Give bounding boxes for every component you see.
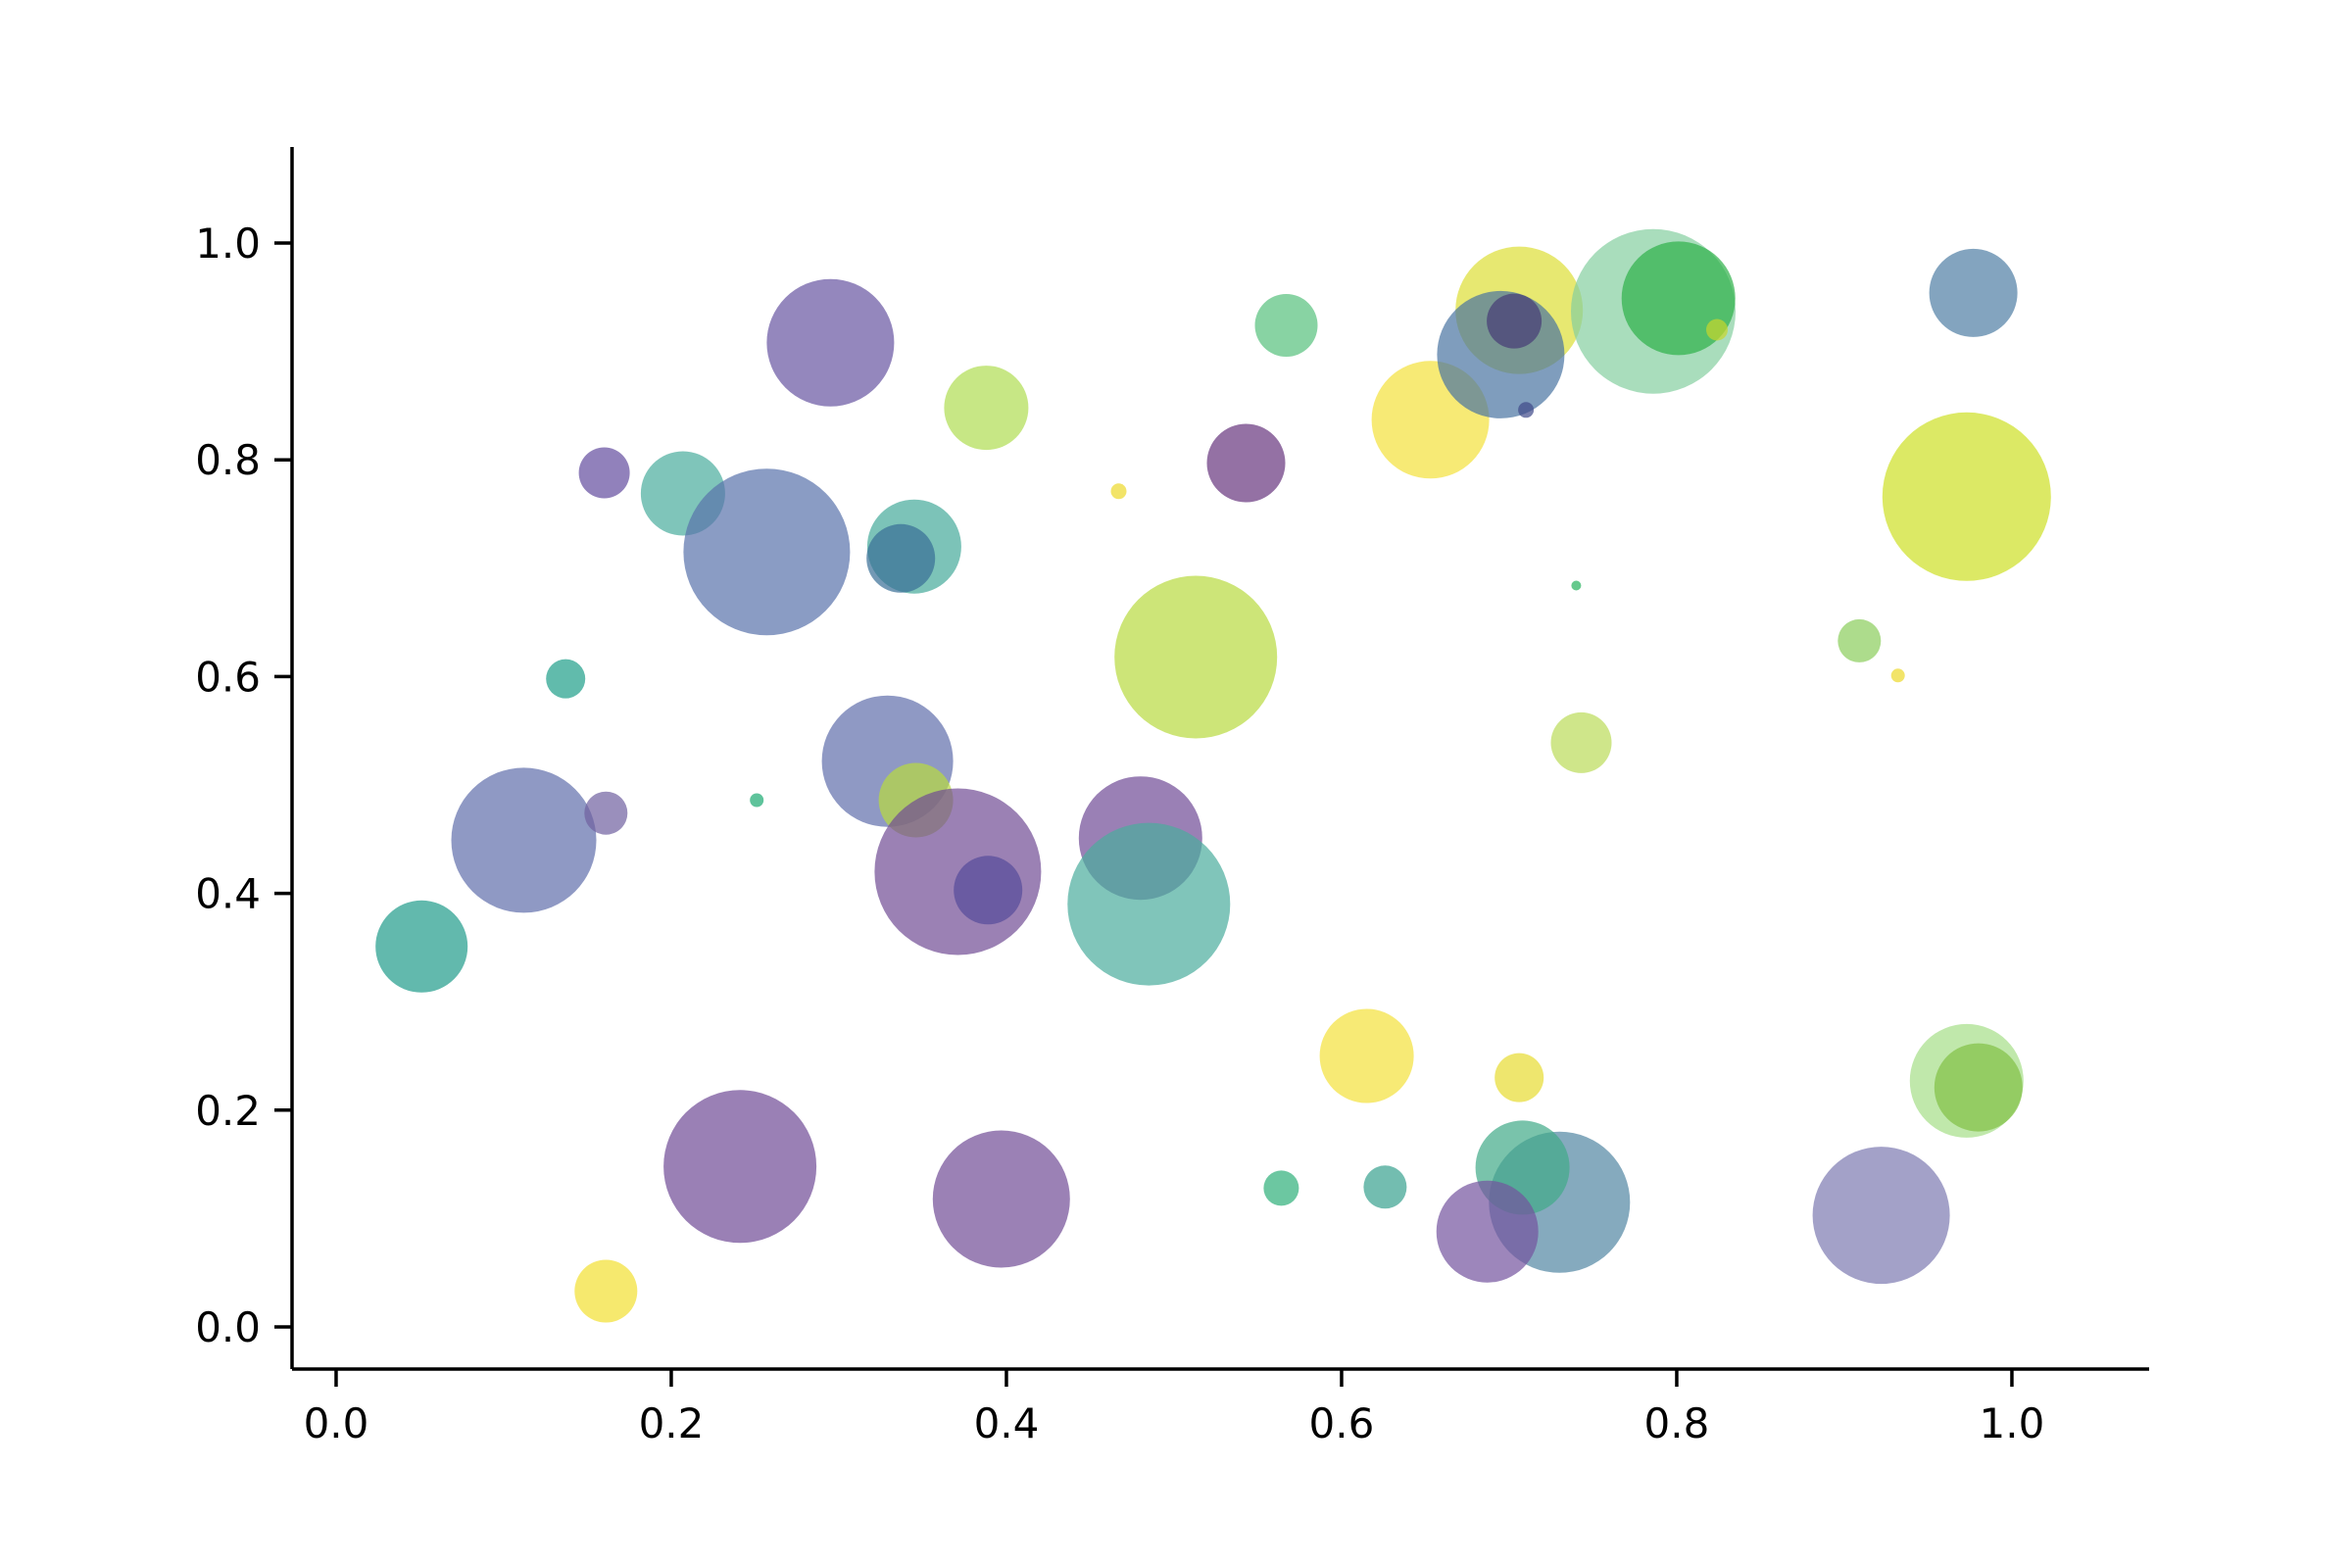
x-tick-label: 0.2 [639,1399,705,1447]
scatter-point [663,1090,817,1244]
scatter-point [750,793,764,808]
x-tick-label: 1.0 [1980,1399,2045,1447]
scatter-point [1487,293,1543,349]
scatter-point [954,856,1023,925]
scatter-point [866,523,936,593]
x-tick-label: 0.0 [304,1399,369,1447]
scatter-point [1110,483,1127,500]
scatter-point [932,1130,1070,1268]
scatter-point [1206,423,1286,503]
scatter-point [1882,412,2051,581]
scatter-point [1067,822,1231,986]
y-tick-label: 0.4 [195,870,261,918]
scatter-points-layer [375,228,2051,1323]
scatter-point [1319,1008,1414,1103]
scatter-point [1706,318,1728,341]
scatter-point [1812,1147,1950,1285]
scatter-point [546,659,586,699]
y-tick-label: 0.6 [195,653,261,701]
scatter-point [683,468,851,636]
y-tick-label: 0.0 [195,1303,261,1351]
scatter-point [1518,402,1535,418]
scatter-point [574,1259,638,1323]
scatter-point [1363,1165,1407,1209]
x-tick-label: 0.4 [974,1399,1040,1447]
x-tick-label: 0.6 [1309,1399,1375,1447]
y-tick-label: 0.2 [195,1087,261,1135]
scatter-point [1436,1180,1539,1283]
scatter-point [944,366,1029,451]
scatter-point [578,447,630,499]
scatter-point [1929,248,2018,337]
scatter-point [1571,580,1582,591]
scatter-point [1263,1170,1299,1206]
scatter-point [1890,668,1905,683]
scatter-point [766,278,895,407]
scatter-point [1254,294,1318,357]
y-axis-ticks: 0.0 0.2 0.4 0.6 0.8 1.0 [195,220,292,1351]
scatter-point [1550,711,1612,773]
x-axis-ticks: 0.0 0.2 0.4 0.6 0.8 1.0 [304,1369,2045,1447]
scatter-point [584,791,628,835]
axes-layer: 0.0 0.2 0.4 0.6 0.8 1.0 0.0 0.2 0.4 0.6 0.8 1.0 [195,147,2149,1447]
scatter-point [1114,575,1278,739]
scatter-point [1934,1043,2023,1132]
scatter-point [1494,1053,1544,1102]
x-tick-label: 0.8 [1644,1399,1710,1447]
y-tick-label: 0.8 [195,436,261,484]
scatter-point [375,900,468,993]
y-tick-label: 1.0 [195,220,261,268]
scatter-point [451,767,597,913]
scatter-point [1838,618,1882,662]
